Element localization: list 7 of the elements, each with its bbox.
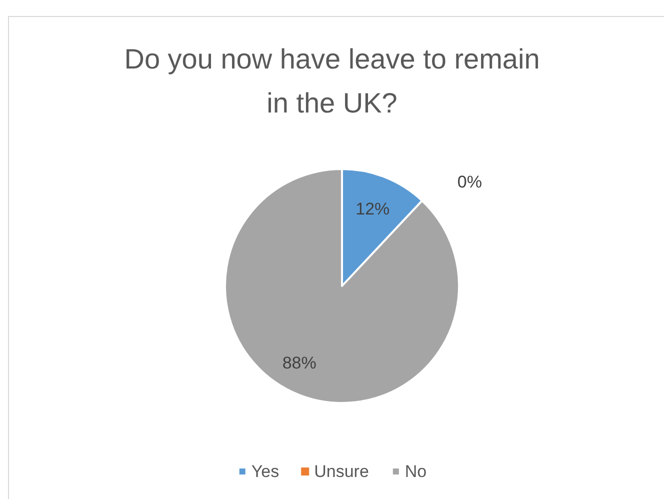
chart-title: Do you now have leave to remain in the UK? <box>124 44 540 118</box>
legend-label: Yes <box>251 462 280 481</box>
legend-label: Unsure <box>314 462 369 481</box>
text: 0% <box>457 172 482 192</box>
data-label: 12% <box>356 199 390 218</box>
legend-label: No <box>404 462 427 481</box>
data-label: 88% <box>282 354 316 373</box>
